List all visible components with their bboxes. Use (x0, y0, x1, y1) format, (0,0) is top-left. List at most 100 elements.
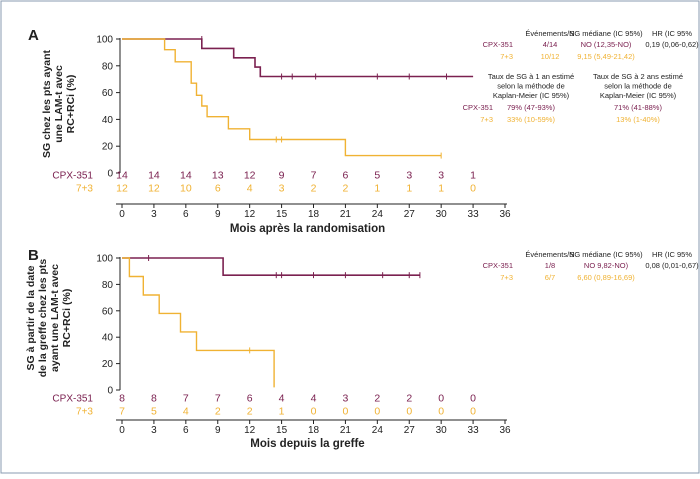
x-tick-label: 33 (468, 209, 480, 220)
stats-row-label: CPX-351 (483, 40, 513, 49)
x-tick-label: 9 (215, 425, 221, 436)
at-risk-series-name: CPX-351 (52, 171, 93, 182)
series-line-cpx351 (122, 38, 474, 78)
x-tick-label: 0 (119, 209, 125, 220)
at-risk-count: 7 (119, 406, 125, 418)
at-risk-count: 0 (438, 406, 444, 418)
x-tick-label: 24 (372, 425, 384, 436)
at-risk-count: 1 (279, 406, 285, 418)
y-tick-label: 20 (102, 359, 114, 370)
rate-header-line: Kaplan-Meier (IC 95%) (600, 91, 677, 100)
y-axis-label-line: RC+RCi (%) (61, 289, 73, 348)
x-tick-label: 33 (468, 425, 480, 436)
x-tick-label: 18 (308, 209, 320, 220)
x-tick-label: 3 (151, 425, 157, 436)
at-risk-series-name: 7+3 (76, 407, 93, 418)
y-tick-label: 80 (102, 61, 114, 72)
x-tick-label: 21 (340, 209, 352, 220)
y-axis-label-line: une LAM-t avec (53, 65, 65, 143)
x-tick-label: 27 (404, 425, 416, 436)
rate-row-label: CPX-351 (463, 103, 493, 112)
at-risk-count: 2 (311, 183, 317, 195)
at-risk-count: 9 (279, 170, 285, 182)
stats-value: NO (12,35-NO) (581, 40, 632, 49)
at-risk-count: 3 (279, 183, 285, 195)
at-risk-count: 4 (311, 393, 317, 405)
x-tick-label: 30 (436, 209, 448, 220)
at-risk-count: 3 (342, 393, 348, 405)
y-axis-label-line: SG chez les pts ayant (41, 50, 53, 158)
at-risk-count: 7 (183, 393, 189, 405)
y-axis-label-line: SG à partir de la date (25, 265, 37, 370)
at-risk-count: 14 (148, 170, 160, 182)
at-risk-count: 7 (311, 170, 317, 182)
rate-header-line: selon la méthode de (497, 82, 565, 91)
rate-value: 71% (41-88%) (614, 103, 662, 112)
rate-header-line: Taux de SG à 1 an estimé (488, 72, 574, 81)
at-risk-count: 0 (342, 406, 348, 418)
at-risk-count: 0 (374, 406, 380, 418)
stats-header: Événements/N (525, 29, 574, 38)
y-tick-label: 100 (96, 35, 113, 46)
at-risk-series-name: CPX-351 (52, 394, 93, 405)
rate-row-label: 7+3 (480, 115, 493, 124)
y-tick-label: 40 (102, 115, 114, 126)
x-axis-label: Mois depuis la greffe (250, 438, 364, 450)
at-risk-count: 12 (148, 183, 160, 195)
panel-label: A (28, 27, 39, 44)
y-tick-label: 60 (102, 306, 114, 317)
at-risk-count: 3 (438, 170, 444, 182)
stats-value: 9,15 (5,49-21,42) (577, 52, 635, 61)
at-risk-series-name: 7+3 (76, 184, 93, 195)
at-risk-count: 4 (247, 183, 253, 195)
rate-header-line: Kaplan-Meier (IC 95%) (493, 91, 570, 100)
x-tick-label: 21 (340, 425, 352, 436)
rate-header-line: Taux de SG à 2 ans estimé (593, 72, 683, 81)
y-tick-label: 100 (96, 254, 113, 265)
y-tick-label: 60 (102, 88, 114, 99)
at-risk-count: 5 (151, 406, 157, 418)
y-tick-label: 20 (102, 142, 114, 153)
at-risk-count: 12 (116, 183, 128, 195)
stats-value: 6,60 (0,89-16,69) (577, 273, 635, 282)
at-risk-count: 2 (215, 406, 221, 418)
at-risk-count: 1 (438, 183, 444, 195)
at-risk-count: 2 (247, 406, 253, 418)
at-risk-count: 4 (183, 406, 189, 418)
stats-row-label: CPX-351 (483, 261, 513, 270)
x-tick-label: 0 (119, 425, 125, 436)
at-risk-count: 6 (342, 170, 348, 182)
stats-header: SG médiane (IC 95%) (569, 29, 643, 38)
at-risk-count: 13 (212, 170, 224, 182)
at-risk-count: 6 (247, 393, 253, 405)
x-tick-label: 18 (308, 425, 320, 436)
x-tick-label: 12 (244, 209, 256, 220)
x-tick-label: 15 (276, 209, 288, 220)
at-risk-count: 4 (279, 393, 285, 405)
at-risk-count: 10 (180, 183, 192, 195)
y-tick-label: 80 (102, 280, 114, 291)
at-risk-count: 1 (374, 183, 380, 195)
at-risk-count: 0 (470, 393, 476, 405)
x-tick-label: 3 (151, 209, 157, 220)
at-risk-count: 7 (215, 393, 221, 405)
series-line-cpx351 (122, 257, 420, 277)
rate-value: 13% (1-40%) (616, 115, 660, 124)
x-tick-label: 27 (404, 209, 416, 220)
stats-value: NO 9,82-NO) (584, 261, 629, 270)
at-risk-count: 0 (470, 406, 476, 418)
stats-value: 4/14 (543, 40, 558, 49)
at-risk-count: 2 (342, 183, 348, 195)
at-risk-count: 6 (215, 183, 221, 195)
at-risk-count: 0 (406, 406, 412, 418)
x-tick-label: 36 (499, 425, 511, 436)
at-risk-count: 2 (406, 393, 412, 405)
stats-value: 0,19 (0,06-0,62) (645, 40, 699, 49)
at-risk-count: 8 (151, 393, 157, 405)
stats-value: 10/12 (541, 52, 560, 61)
y-tick-label: 0 (107, 386, 113, 397)
at-risk-count: 0 (311, 406, 317, 418)
at-risk-count: 3 (406, 170, 412, 182)
